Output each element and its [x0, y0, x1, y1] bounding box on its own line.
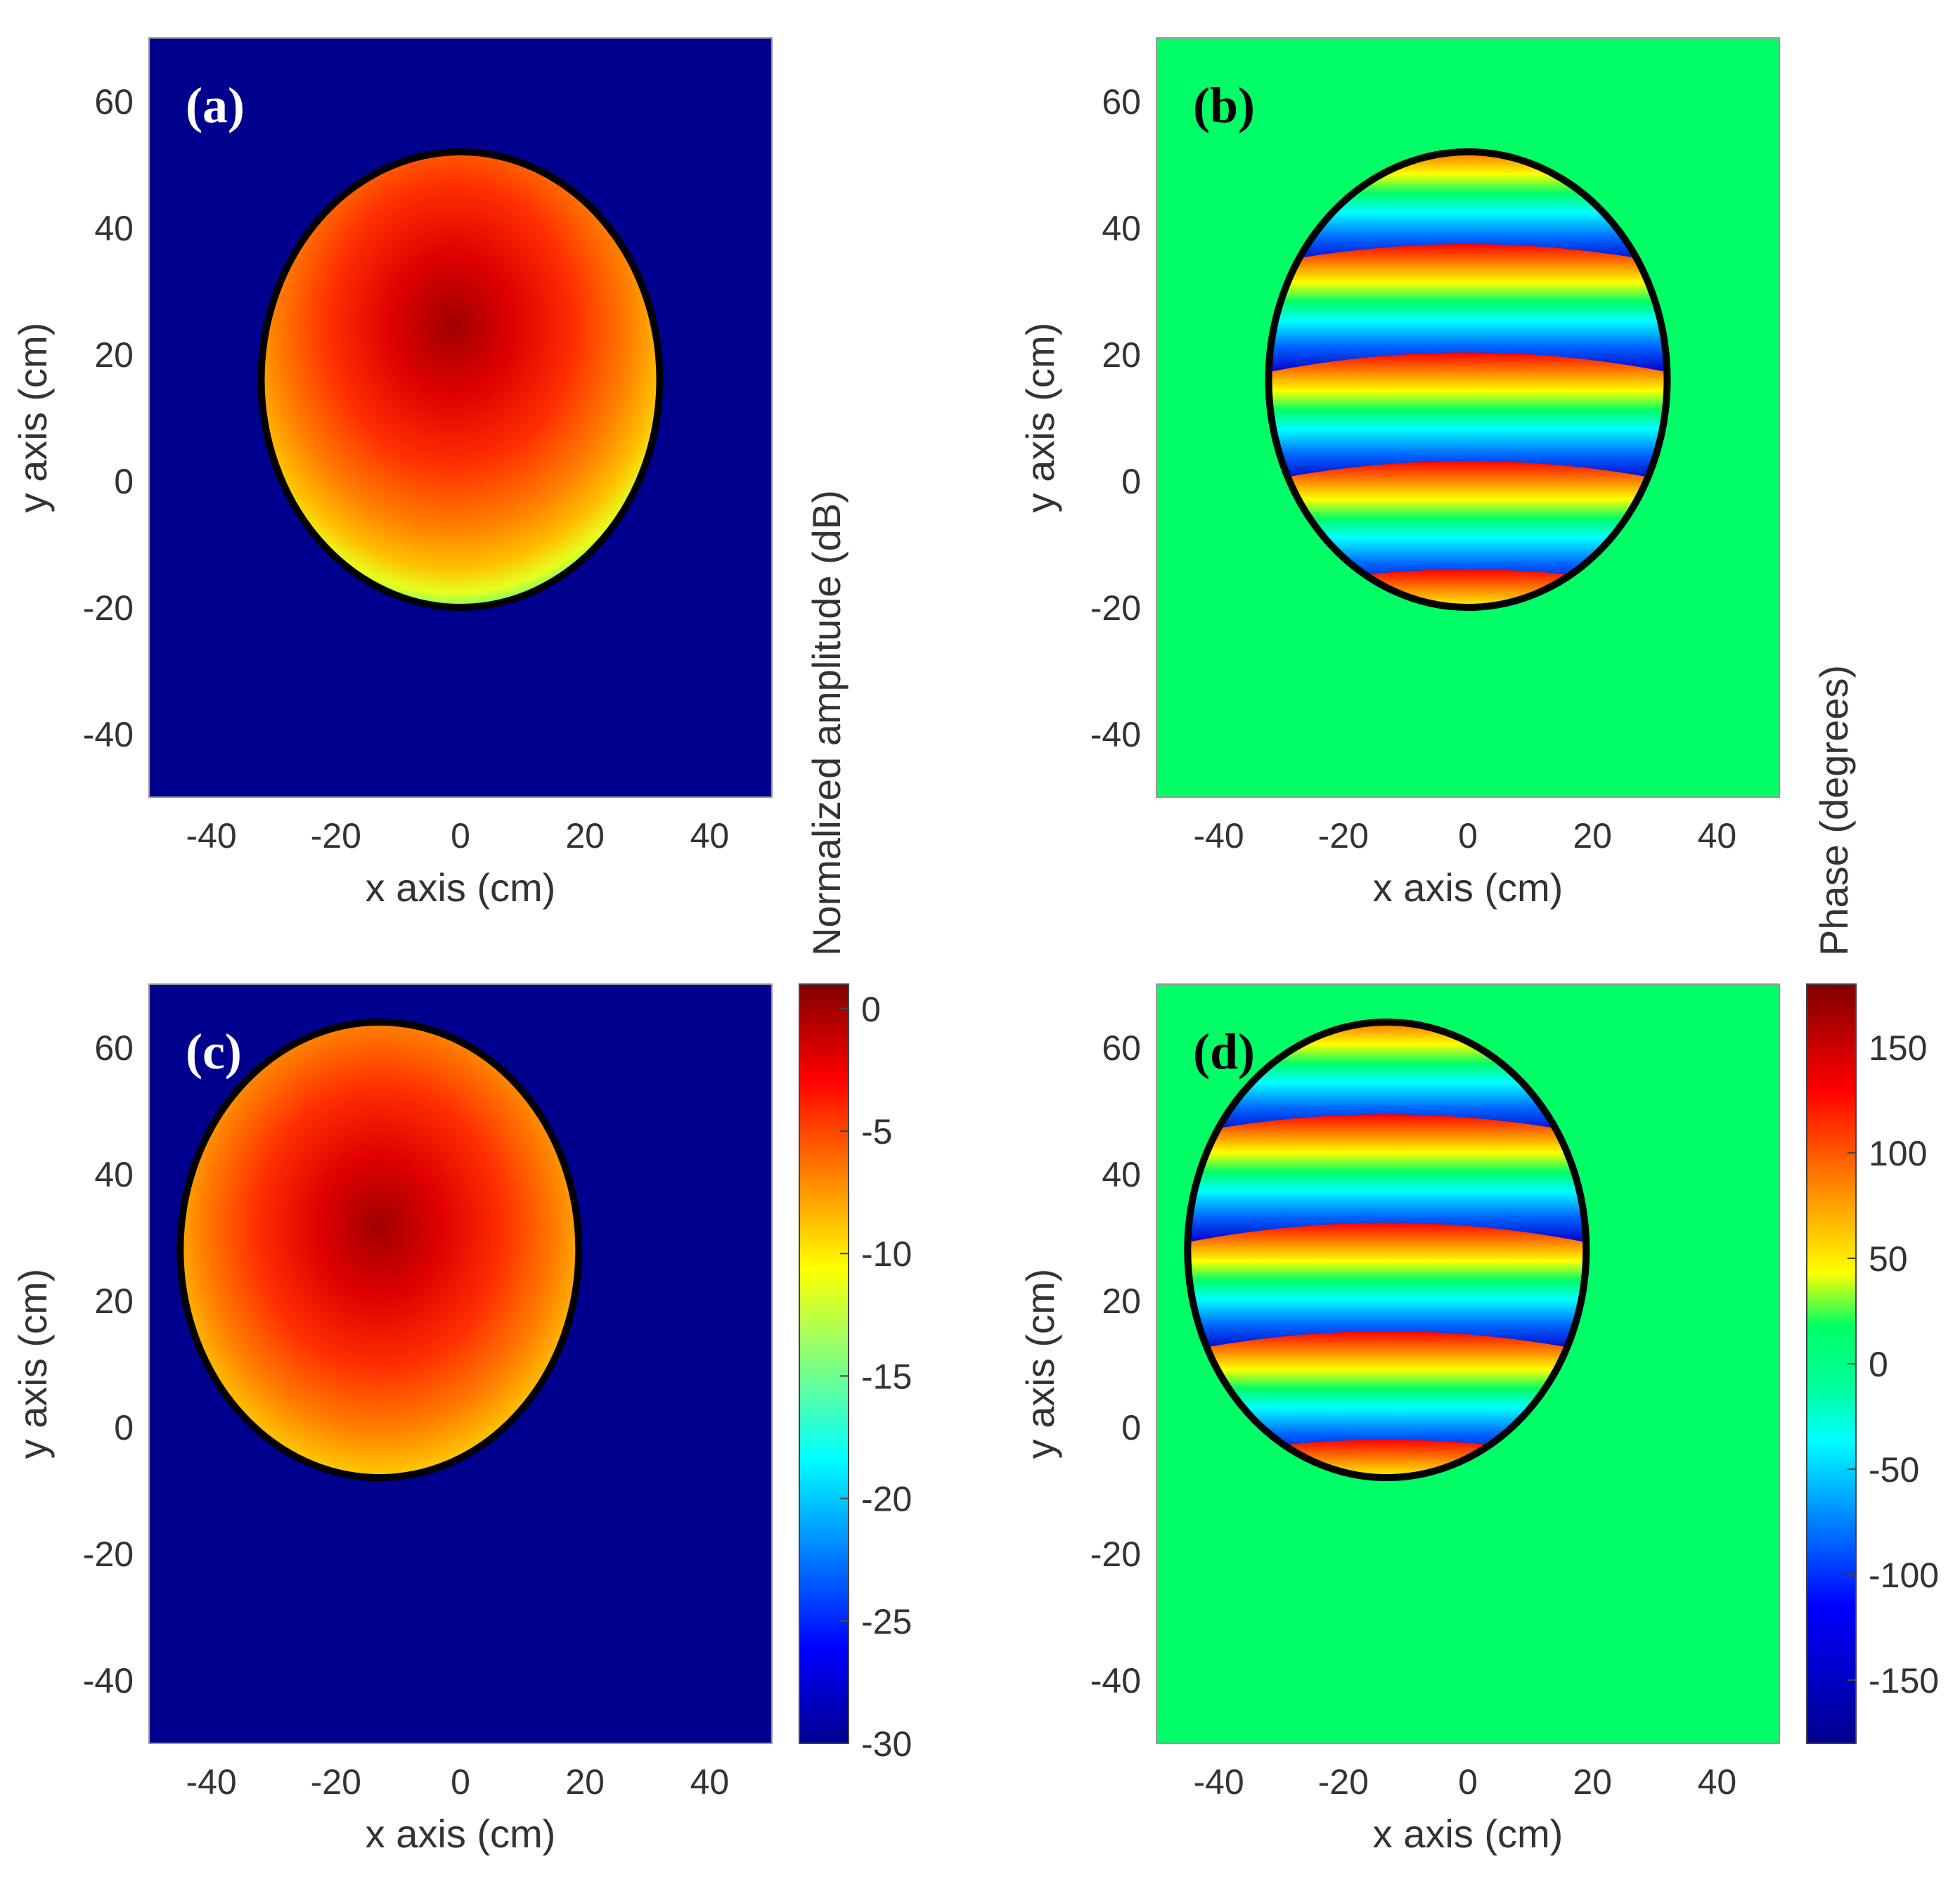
y-axis-label: y axis (cm)	[1018, 323, 1062, 513]
x-tick-label: 0	[451, 1762, 470, 1802]
y-tick-label: 20	[94, 1281, 134, 1321]
y-tick-label: 0	[114, 462, 134, 501]
x-tick-label: -20	[311, 816, 361, 855]
y-tick-label: -40	[1090, 715, 1141, 754]
phase-band	[1187, 1114, 1587, 1243]
y-tick-label: 60	[1102, 82, 1141, 122]
panel-label: (a)	[186, 77, 245, 134]
y-tick-label: 0	[114, 1408, 134, 1447]
y-tick-label: 60	[1102, 1028, 1141, 1068]
y-tick-label: -20	[83, 588, 134, 628]
y-tick-label: -40	[83, 1661, 134, 1700]
aperture-outline	[1265, 148, 1671, 611]
x-tick-label: 20	[565, 816, 605, 855]
colorbar-tick-label: 0	[1869, 1345, 1888, 1384]
colorbar-tick-label: 150	[1869, 1028, 1927, 1068]
panel-label: (d)	[1193, 1024, 1255, 1080]
colorbar-tick-label: -50	[1869, 1450, 1919, 1490]
colorbar-tick-label: -100	[1869, 1556, 1939, 1595]
colorbar-tick-label: -25	[861, 1602, 912, 1641]
panel-b: -40 -20 0 20 40 -40 -20 0 20 40 60 x axis (cm) y axi…	[1018, 37, 1780, 910]
y-tick-label: -40	[83, 715, 134, 754]
x-tick-label: 40	[1698, 816, 1737, 855]
y-tick-label: 40	[94, 1155, 134, 1194]
colorbar-tick-label: -150	[1869, 1661, 1939, 1700]
y-tick-label: 0	[1121, 462, 1141, 501]
panel-a: -40 -20 0 20 40 -40 -20 0 20 40 60 x axis (cm) y axi…	[11, 37, 773, 910]
y-axis-label: y axis (cm)	[11, 1269, 55, 1459]
x-tick-label: -40	[186, 816, 236, 855]
panel-label: (c)	[186, 1024, 242, 1080]
phase-band	[1268, 244, 1668, 373]
y-tick-label: -40	[1090, 1661, 1141, 1700]
x-axis-label: x axis (cm)	[366, 865, 556, 910]
colorbar-tick-label: 100	[1869, 1134, 1927, 1173]
colorbar-amplitude-label: Normalized amplitude (dB)	[804, 490, 849, 956]
y-axis-label: y axis (cm)	[1018, 1269, 1062, 1459]
x-tick-label: 0	[1458, 816, 1478, 855]
amplitude-field	[180, 1022, 579, 1478]
y-axis-label: y axis (cm)	[11, 323, 55, 513]
aperture-outline	[176, 1019, 583, 1481]
x-axis-label: x axis (cm)	[1373, 1812, 1564, 1856]
y-tick-label: 20	[1102, 1281, 1141, 1321]
colorbar-tick-label: -30	[861, 1724, 912, 1764]
panel-label: (b)	[1193, 77, 1255, 134]
y-tick-label: 20	[94, 335, 134, 375]
x-tick-label: -40	[1193, 1762, 1244, 1802]
y-tick-label: -20	[1090, 1535, 1141, 1574]
colorbar-tick-label: -10	[861, 1234, 912, 1274]
x-tick-label: 40	[690, 816, 730, 855]
colorbar-amplitude: Normalized amplitude (dB) 0 -5 -10 -15 -20 -2…	[799, 490, 912, 1764]
panel-c: -40 -20 0 20 40 -40 -20 0 20 40 60 x axis (cm) y axi…	[11, 983, 773, 1856]
x-tick-label: -40	[186, 1762, 236, 1802]
amplitude-field	[261, 152, 660, 607]
x-tick-label: -20	[311, 1762, 361, 1802]
panel-d: -40 -20 0 20 40 -40 -20 0 20 40 60 x axis (cm) y axi…	[1018, 983, 1780, 1856]
y-tick-label: -20	[1090, 588, 1141, 628]
phase-band	[1268, 460, 1668, 589]
x-tick-label: -20	[1318, 1762, 1369, 1802]
x-tick-label: -20	[1318, 816, 1369, 855]
phase-band	[1187, 1331, 1587, 1459]
colorbar-tick-label: -5	[861, 1112, 892, 1151]
x-axis-label: x axis (cm)	[1373, 865, 1564, 910]
y-tick-label: -20	[83, 1535, 134, 1574]
x-tick-label: 40	[690, 1762, 730, 1802]
x-tick-label: 20	[1573, 816, 1612, 855]
y-tick-label: 0	[1121, 1408, 1141, 1447]
x-axis-label: x axis (cm)	[366, 1812, 556, 1856]
phase-band	[1187, 1222, 1587, 1351]
y-tick-label: 40	[1102, 1155, 1141, 1194]
y-tick-label: 40	[1102, 209, 1141, 248]
x-tick-label: 0	[451, 816, 470, 855]
colorbar-tick-label: 50	[1869, 1239, 1908, 1279]
x-tick-label: 20	[1573, 1762, 1612, 1802]
x-tick-label: -40	[1193, 816, 1244, 855]
colorbar-phase: Phase (degrees) 150 100 50 0 -50 -100 -150	[1806, 665, 1939, 1744]
y-tick-label: 60	[94, 82, 134, 122]
colorbar-amplitude-bar	[799, 983, 849, 1744]
phase-band	[1268, 352, 1668, 481]
colorbar-tick-label: 0	[861, 990, 881, 1029]
x-tick-label: 20	[565, 1762, 605, 1802]
colorbar-phase-label: Phase (degrees)	[1812, 665, 1856, 956]
y-tick-label: 40	[94, 209, 134, 248]
colorbar-tick-label: -20	[861, 1480, 912, 1519]
y-tick-label: 20	[1102, 335, 1141, 375]
colorbar-tick-label: -15	[861, 1357, 912, 1396]
x-tick-label: 0	[1458, 1762, 1478, 1802]
aperture-outline	[257, 148, 664, 611]
y-tick-label: 60	[94, 1028, 134, 1068]
x-tick-label: 40	[1698, 1762, 1737, 1802]
aperture-outline	[1184, 1019, 1590, 1481]
